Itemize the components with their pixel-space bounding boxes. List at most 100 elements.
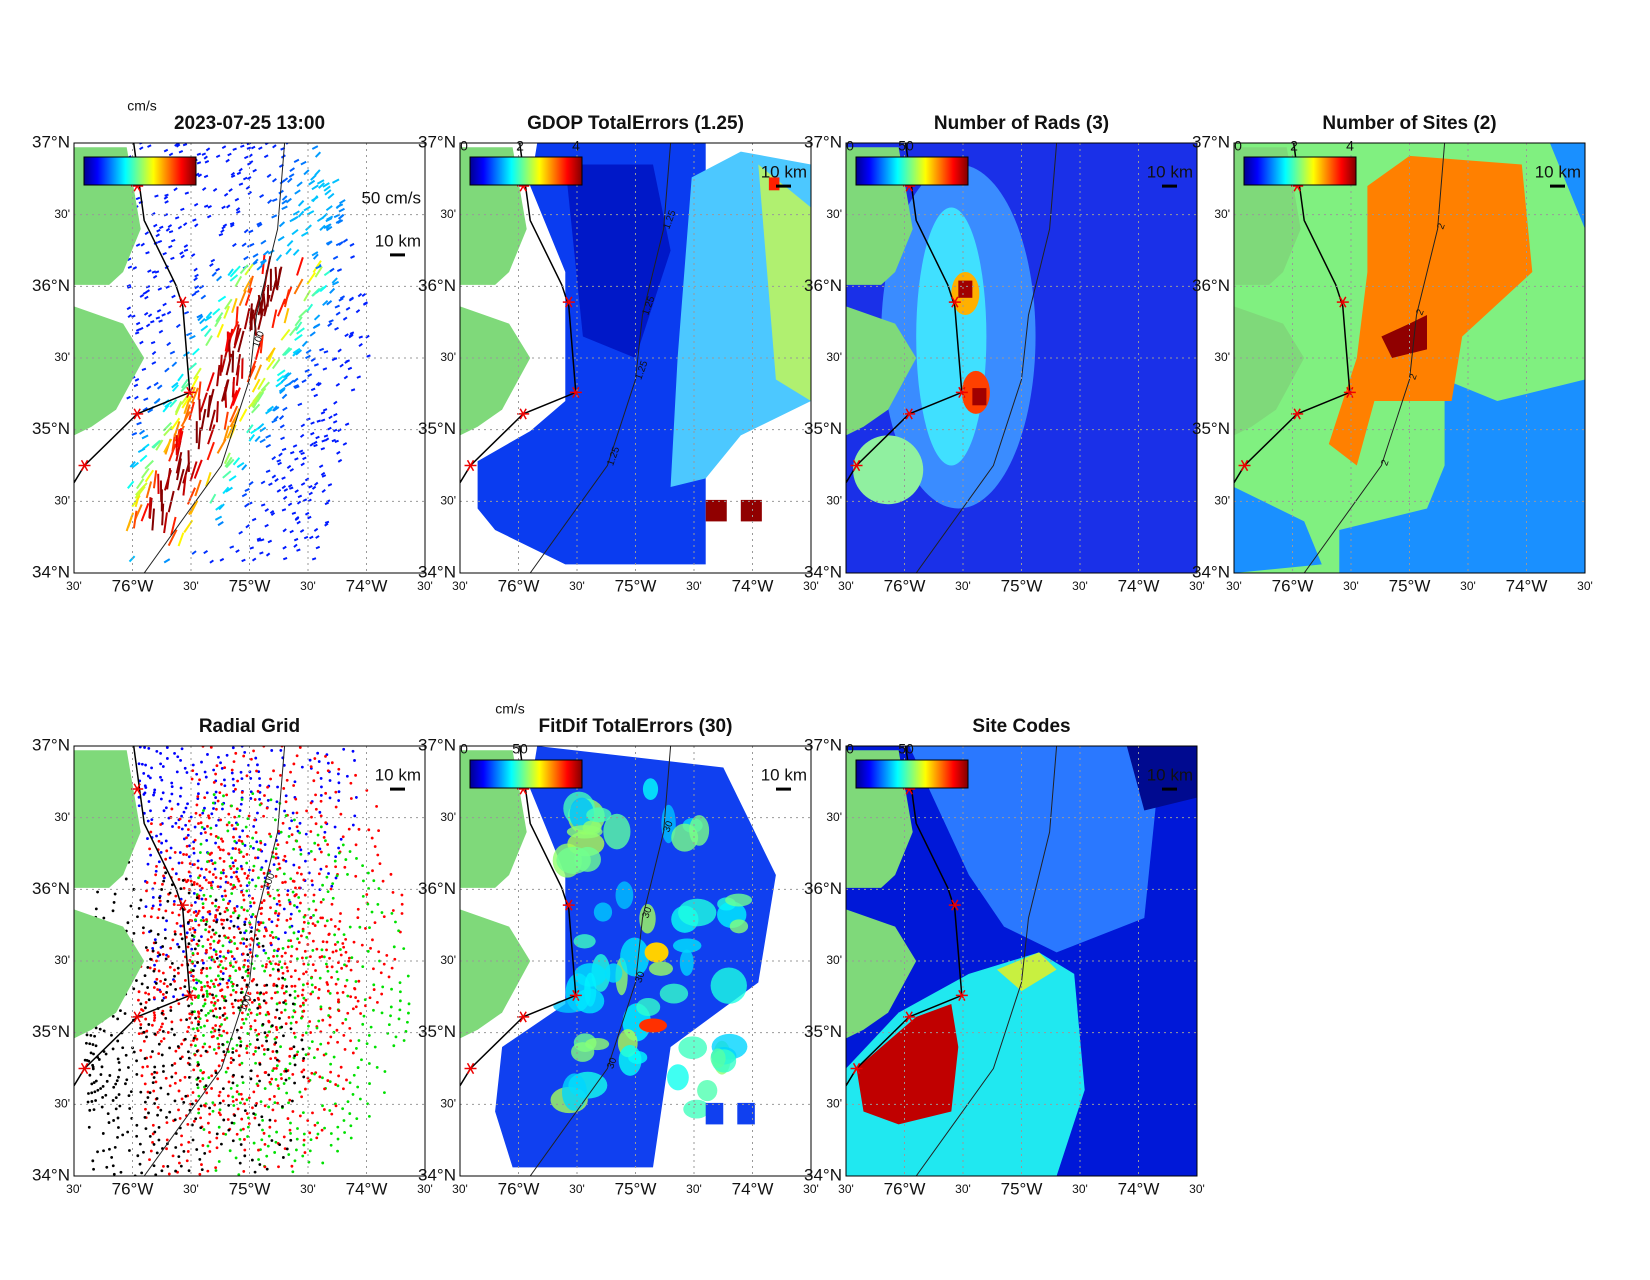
grid-point: [282, 859, 285, 862]
grid-point: [203, 894, 206, 897]
grid-point: [275, 1078, 278, 1081]
grid-point: [149, 854, 152, 857]
grid-point: [276, 1028, 279, 1031]
grid-point: [362, 895, 365, 898]
grid-point: [288, 1055, 291, 1058]
grid-point: [354, 774, 357, 777]
grid-point: [178, 878, 181, 881]
grid-point: [325, 981, 328, 984]
grid-point: [227, 1095, 230, 1098]
grid-point: [290, 913, 293, 916]
grid-point: [290, 985, 293, 988]
grid-point: [221, 767, 224, 770]
grid-point: [197, 1020, 200, 1023]
grid-point: [158, 896, 161, 899]
current-arrow: [250, 547, 254, 548]
grid-point: [172, 1155, 175, 1158]
grid-point: [293, 819, 296, 822]
grid-point: [255, 831, 258, 834]
grid-point: [272, 968, 275, 971]
grid-point: [217, 836, 220, 839]
field-region: [697, 1080, 717, 1101]
grid-point: [216, 909, 219, 912]
grid-point: [197, 876, 200, 879]
grid-point: [124, 1082, 127, 1085]
grid-point: [282, 1001, 285, 1004]
grid-point: [161, 1022, 164, 1025]
grid-point: [234, 847, 237, 850]
grid-point: [174, 930, 177, 933]
grid-point: [98, 1058, 101, 1061]
grid-point: [179, 925, 182, 928]
grid-point: [118, 1105, 121, 1108]
grid-point: [286, 919, 289, 922]
grid-point: [392, 891, 395, 894]
grid-point: [357, 980, 360, 983]
grid-point: [343, 1119, 346, 1122]
grid-point: [153, 1066, 156, 1069]
grid-point: [195, 1148, 198, 1151]
grid-point: [199, 1026, 202, 1029]
grid-point: [118, 1068, 121, 1071]
grid-point: [320, 851, 323, 854]
grid-point: [93, 1035, 96, 1038]
grid-point: [258, 1080, 261, 1083]
grid-point: [231, 1047, 234, 1050]
grid-point: [383, 1091, 386, 1094]
grid-point: [321, 1076, 324, 1079]
field-cell: [972, 388, 986, 405]
grid-point: [146, 881, 149, 884]
grid-point: [336, 941, 339, 944]
grid-point: [316, 1048, 319, 1051]
grid-point: [264, 1071, 267, 1074]
lon-label: 30': [1343, 579, 1359, 593]
grid-point: [159, 903, 162, 906]
field-region: [586, 807, 611, 822]
grid-point: [149, 1091, 152, 1094]
grid-point: [215, 876, 218, 879]
grid-point: [302, 930, 305, 933]
grid-point: [193, 911, 196, 914]
grid-point: [232, 865, 235, 868]
grid-point: [357, 1066, 360, 1069]
current-arrow: [155, 195, 159, 196]
grid-point: [201, 1077, 204, 1080]
grid-point: [210, 859, 213, 862]
grid-point: [221, 923, 224, 926]
grid-point: [353, 941, 356, 944]
grid-point: [264, 1087, 267, 1090]
grid-point: [188, 1169, 191, 1172]
grid-point: [220, 960, 223, 963]
grid-point: [237, 878, 240, 881]
grid-point: [102, 1132, 105, 1135]
grid-point: [353, 814, 356, 817]
grid-point: [153, 1131, 156, 1134]
grid-point: [238, 967, 241, 970]
grid-point: [243, 1154, 246, 1157]
grid-point: [326, 965, 329, 968]
grid-point: [344, 985, 347, 988]
grid-point: [311, 884, 314, 887]
grid-point: [215, 978, 218, 981]
grid-point: [144, 1018, 147, 1021]
grid-point: [202, 967, 205, 970]
panel-title: FitDif TotalErrors (30): [539, 716, 733, 737]
grid-point: [209, 967, 212, 970]
grid-point: [224, 894, 227, 897]
grid-point: [302, 1144, 305, 1147]
grid-point: [177, 967, 180, 970]
grid-point: [352, 824, 355, 827]
grid-point: [179, 759, 182, 762]
grid-point: [298, 887, 301, 890]
grid-point: [296, 937, 299, 940]
grid-point: [240, 771, 243, 774]
grid-point: [397, 929, 400, 932]
grid-point: [227, 852, 230, 855]
grid-point: [158, 953, 161, 956]
grid-point: [155, 1080, 158, 1083]
grid-point: [200, 1009, 203, 1012]
grid-point: [165, 1116, 168, 1119]
current-arrow: [367, 355, 371, 356]
grid-point: [164, 909, 167, 912]
grid-point: [245, 945, 248, 948]
